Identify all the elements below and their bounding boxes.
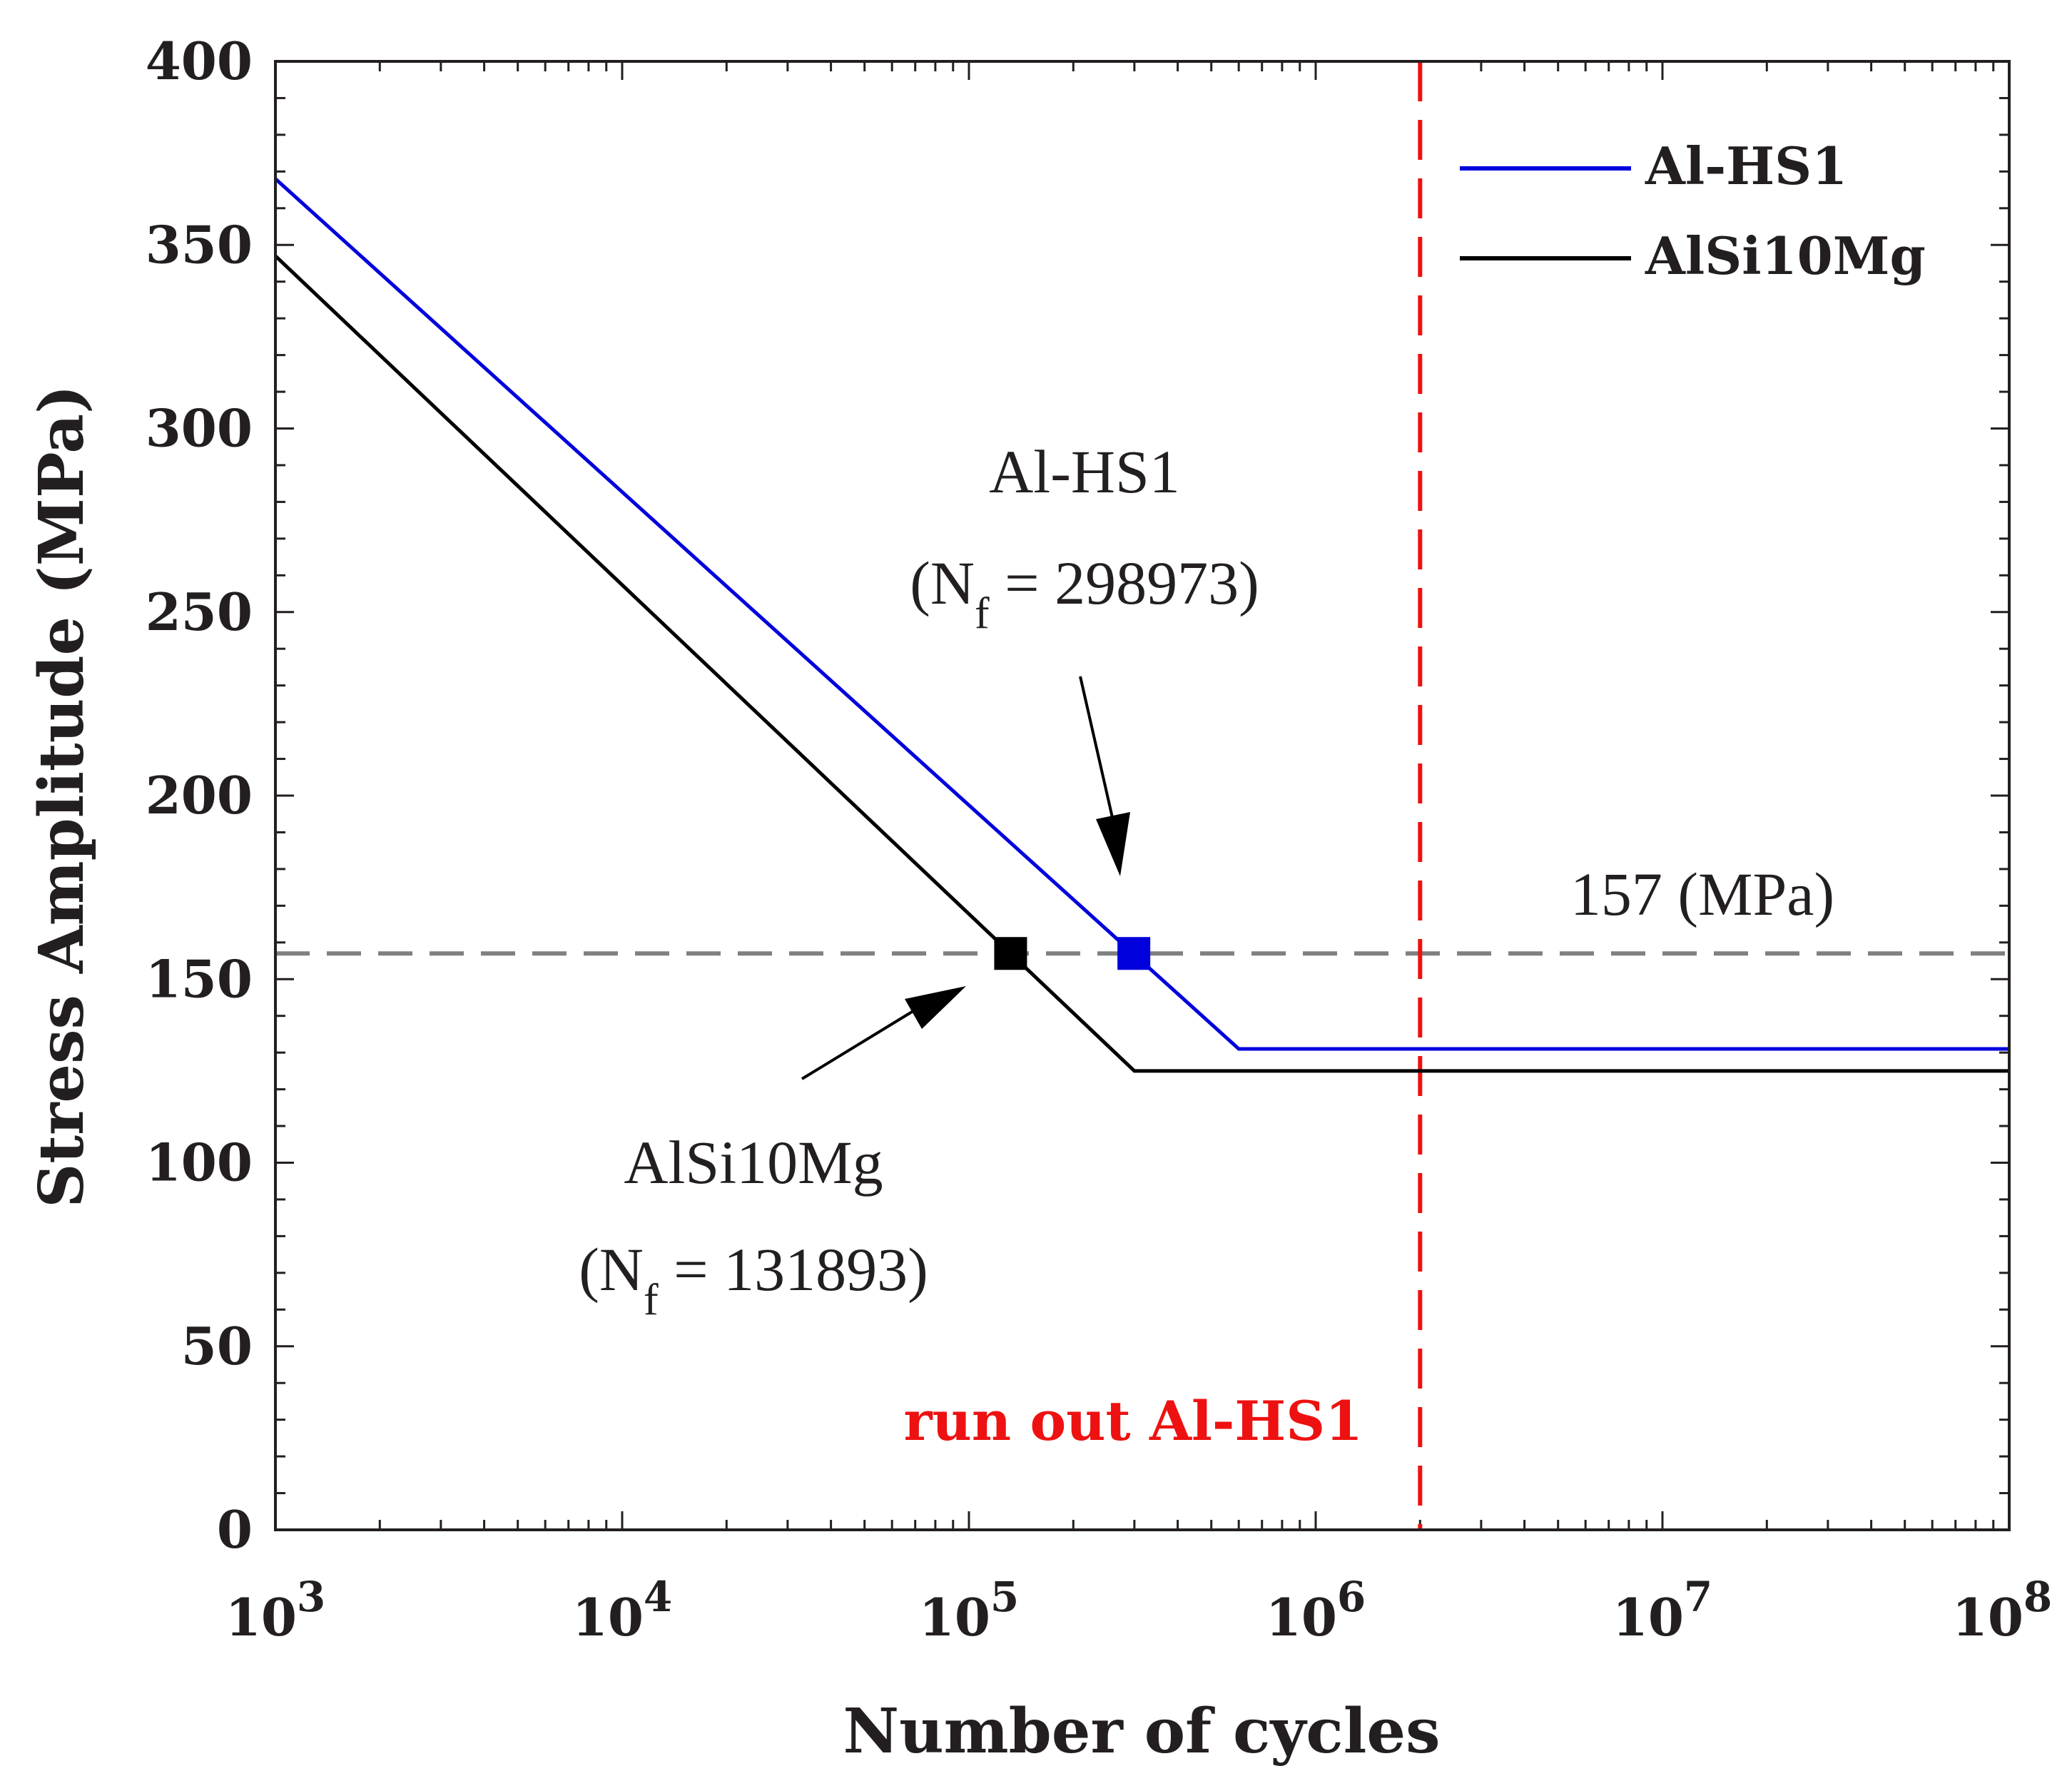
annotation-alsi10mg-name: AlSi10Mg (624, 1128, 883, 1197)
x-axis-title: Number of cycles (843, 1695, 1440, 1767)
x-tick-label: 104 (572, 1573, 673, 1648)
plot-frame (274, 60, 2011, 1531)
y-tick-label: 150 (146, 948, 253, 1009)
reference-line-label: 157 (MPa) (1570, 860, 1834, 928)
arrow-alsi10mg (801, 986, 966, 1080)
y-tick-label: 100 (146, 1132, 253, 1193)
x-tick-label: 107 (1613, 1573, 1713, 1648)
y-tick-label: 200 (146, 765, 253, 826)
legend-label-alsi10mg: AlSi10Mg (1645, 225, 1926, 286)
y-tick-label: 400 (146, 31, 253, 91)
annotation-al-hs1-cycles: (Nf = 298973) (910, 549, 1259, 638)
annotation-alsi10mg-cycles: (Nf = 131893) (579, 1235, 928, 1324)
x-tick-labels: 103 104 105 106 107 108 (225, 1573, 2053, 1648)
y-tick-labels: 0 50 100 150 200 250 300 350 400 (146, 31, 253, 1560)
legend-label-al-hs1: Al-HS1 (1645, 136, 1847, 196)
y-tick-label: 50 (181, 1316, 253, 1376)
x-tick-label: 108 (1952, 1573, 2053, 1648)
x-tick-label: 105 (919, 1573, 1020, 1648)
y-axis-title: Stress Amplitude (MPa) (26, 385, 98, 1208)
x-tick-label: 103 (225, 1573, 326, 1648)
runout-label: run out Al-HS1 (904, 1389, 1363, 1453)
marker-al-hs1 (1117, 937, 1151, 970)
legend: Al-HS1 AlSi10Mg (1460, 136, 1926, 286)
y-tick-label: 300 (146, 398, 253, 459)
marker-alsi10mg (994, 937, 1027, 970)
y-tick-label: 350 (146, 214, 253, 275)
tick-marks (274, 60, 2009, 1531)
arrow-al-hs1 (1079, 676, 1130, 876)
series-line-alsi10mg (275, 254, 2009, 1073)
annotation-al-hs1-name: Al-HS1 (989, 437, 1180, 506)
y-tick-label: 0 (217, 1499, 253, 1560)
y-tick-label: 250 (146, 582, 253, 642)
x-tick-label: 106 (1266, 1573, 1366, 1648)
series-line-al-hs1 (275, 177, 2009, 1051)
